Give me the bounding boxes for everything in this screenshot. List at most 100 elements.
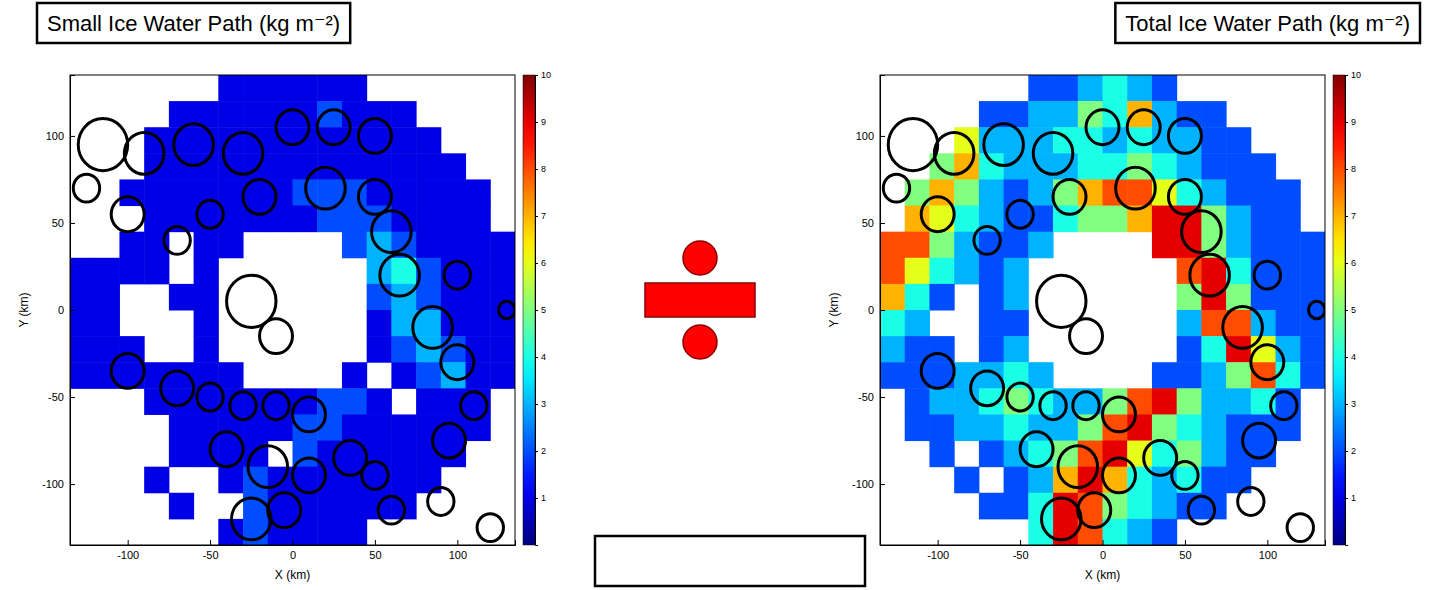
- heatmap-cell: [293, 153, 318, 180]
- heatmap-cell: [1127, 75, 1152, 102]
- heatmap-cell: [1152, 362, 1177, 389]
- title-frame: [1115, 3, 1420, 43]
- heatmap-cell: [490, 284, 515, 311]
- tick-mark: [293, 540, 294, 545]
- heatmap-cell: [1251, 179, 1276, 206]
- contour: [1238, 488, 1264, 516]
- heatmap-cell: [905, 388, 930, 415]
- colorbar-tick-label: 6: [541, 258, 546, 268]
- heatmap-cell: [1177, 310, 1202, 337]
- heatmap-cell: [119, 362, 144, 389]
- heatmap-cell: [1152, 493, 1177, 520]
- heatmap-cell: [1028, 75, 1053, 102]
- panel: -100-50050100-100-50050100X (km)Y (km)12…: [827, 70, 1361, 582]
- contour: [1168, 179, 1201, 214]
- heatmap-cell: [905, 258, 930, 285]
- colorbar-tick-label: 10: [541, 70, 551, 80]
- heatmap-cell: [1004, 467, 1029, 494]
- heatmap-cell: [342, 519, 367, 545]
- heatmap-cell: [342, 388, 367, 415]
- heatmap-cell: [880, 258, 905, 285]
- colorbar-axis: 12345678910: [535, 70, 551, 545]
- heatmap-cell: [1004, 284, 1029, 311]
- heatmap-cell: [218, 467, 243, 494]
- heatmap-cell: [416, 362, 441, 389]
- colorbar-tick-mark: [1345, 169, 1348, 170]
- heatmap-cell: [342, 441, 367, 468]
- tick: 50: [369, 540, 381, 561]
- heatmap-cell: [1053, 75, 1078, 102]
- heatmap-cell: [929, 206, 954, 233]
- heatmap-cell: [317, 493, 342, 520]
- heatmap-cell: [466, 284, 491, 311]
- heatmap-cell: [391, 441, 416, 468]
- heatmap-cell: [342, 153, 367, 180]
- division-dot: [683, 241, 717, 275]
- contour: [164, 226, 190, 254]
- heatmap-cell: [441, 153, 466, 180]
- tick-label: 0: [868, 304, 874, 316]
- heatmap-cell: [441, 179, 466, 206]
- contour: [444, 261, 470, 289]
- heatmap-cell: [1226, 310, 1251, 337]
- colorbar-tick-label: 10: [1351, 70, 1361, 80]
- heatmap-cell: [905, 310, 930, 337]
- heatmap-cell: [1177, 414, 1202, 441]
- heatmap-cell: [1201, 362, 1226, 389]
- heatmap-cell: [466, 206, 491, 233]
- heatmap-cell: [1028, 232, 1053, 259]
- heatmap-cell: [1028, 101, 1053, 128]
- heatmap-cell: [1004, 232, 1029, 259]
- colorbar-tick-mark: [1345, 451, 1348, 452]
- contour: [413, 307, 453, 349]
- heatmap-cell: [391, 153, 416, 180]
- heatmap-cell: [194, 284, 219, 311]
- contour: [1243, 423, 1276, 458]
- colorbar-tick-mark: [535, 404, 538, 405]
- heatmap-cell: [342, 493, 367, 520]
- tick-label: -50: [203, 549, 219, 561]
- heatmap-cell: [95, 258, 120, 285]
- colorbar-tick-mark: [1345, 216, 1348, 217]
- heatmap-cell: [367, 127, 392, 154]
- heatmap-cell: [416, 153, 441, 180]
- plot-area: [880, 75, 1325, 545]
- tick-mark: [938, 540, 939, 545]
- contour: [1007, 200, 1033, 228]
- contour: [268, 493, 301, 528]
- heatmap-cell: [1078, 75, 1103, 102]
- tick-label: -100: [852, 478, 874, 490]
- contour: [210, 432, 243, 467]
- heatmap-cell: [1152, 232, 1177, 259]
- tick-mark: [880, 484, 885, 485]
- contour: [358, 179, 391, 214]
- plot-background: [880, 75, 1325, 545]
- contour: [1188, 496, 1214, 524]
- heatmap-cell: [144, 153, 169, 180]
- colorbar-tick: 9: [1345, 117, 1356, 127]
- y-axis-title: Y (km): [827, 292, 841, 327]
- tick: 0: [868, 304, 885, 316]
- heatmap-cell: [194, 258, 219, 285]
- heatmap-cell: [342, 362, 367, 389]
- panel: -100-50050100-100-50050100X (km)Y (km)12…: [17, 70, 551, 582]
- heatmap-cell: [243, 101, 268, 128]
- heatmap-cell: [929, 362, 954, 389]
- colorbar-tick-mark: [1345, 404, 1348, 405]
- heatmap-cell: [954, 414, 979, 441]
- heatmap-cell: [1053, 519, 1078, 545]
- heatmap-cell: [391, 362, 416, 389]
- division-bar: [645, 283, 755, 317]
- heatmap-cell: [1152, 441, 1177, 468]
- contour: [1070, 319, 1103, 354]
- heatmap-cell: [1276, 206, 1301, 233]
- division-sign: [645, 241, 755, 359]
- heatmap-cell: [70, 310, 95, 337]
- heatmap-cell: [929, 441, 954, 468]
- heatmap-cell: [1226, 206, 1251, 233]
- tick: -50: [858, 391, 885, 403]
- tick-mark: [457, 540, 458, 545]
- colorbar-tick-mark: [535, 216, 538, 217]
- heatmap-cell: [1201, 441, 1226, 468]
- heatmap-cell: [929, 414, 954, 441]
